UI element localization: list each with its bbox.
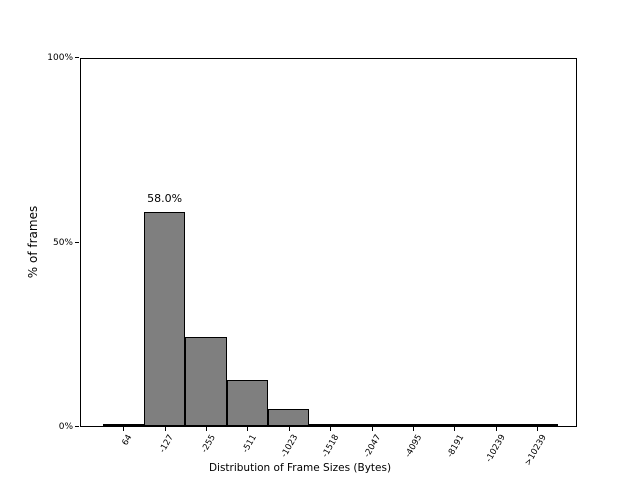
bar--1023 [268,409,310,426]
x-tick-mark [412,427,414,431]
x-tick-label--511: -511 [240,433,260,455]
bar--2047 [350,424,393,426]
x-tick-mark [247,427,249,431]
bar-64 [102,424,144,426]
x-tick-label--10239: -10239 [483,433,508,465]
x-tick-label--127: -127 [158,433,177,455]
bar--1518 [309,424,351,426]
x-axis-title: Distribution of Frame Sizes (Bytes) [208,462,392,474]
x-tick-mark [537,427,538,431]
bar--8191 [433,424,475,426]
bar--511 [226,380,269,426]
x-tick-label--2047: -2047 [362,433,384,460]
x-tick-mark [164,427,166,431]
y-tick-mark [75,57,79,58]
bar->10239 [516,424,558,426]
y-tick-mark [75,426,79,427]
x-tick-mark [371,427,373,431]
x-tick-label-64: 64 [120,433,135,448]
x-tick-mark [330,427,332,431]
peak-bar-value-label: 58.0% [147,192,183,205]
x-tick-label--255: -255 [199,433,218,455]
y-tick-label: 100% [47,53,73,63]
x-tick-mark [454,427,456,431]
x-tick-label--1518: -1518 [320,433,342,460]
bar--127 [143,212,186,426]
bar--4095 [392,424,434,426]
bar--255 [185,337,227,426]
x-tick-label--4095: -4095 [403,433,425,460]
x-tick-mark [495,427,497,431]
x-tick-label--1023: -1023 [279,433,301,460]
plot-area [80,58,577,427]
y-tick-mark [75,241,79,243]
x-tick-label--8191: -8191 [444,433,466,460]
y-tick-label: 0% [58,422,73,432]
bar--10239 [474,424,517,426]
x-tick-mark [123,427,125,431]
y-tick-label: 50% [52,237,73,248]
x-tick-mark [206,427,208,431]
x-tick-mark [288,427,290,431]
y-axis-title: % of frames [26,205,40,279]
